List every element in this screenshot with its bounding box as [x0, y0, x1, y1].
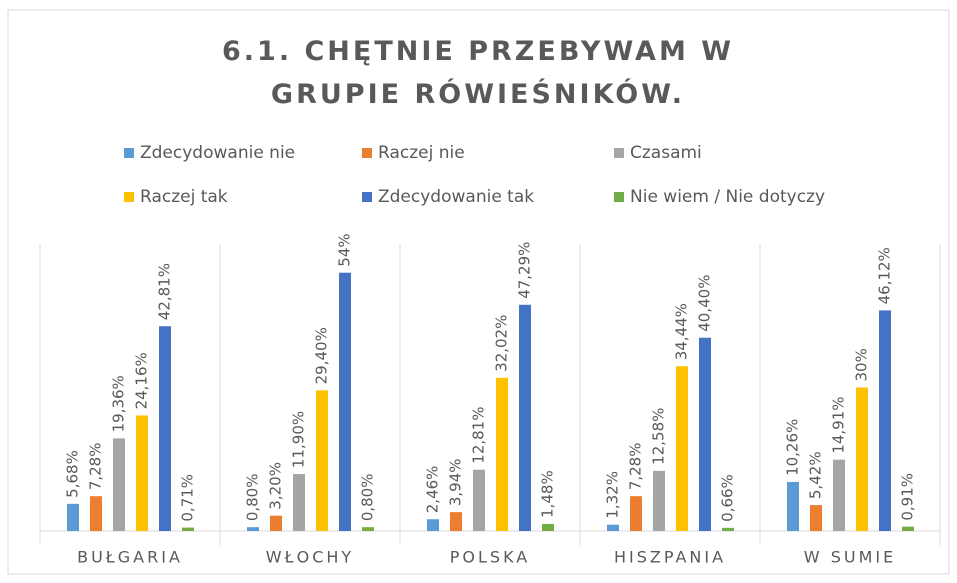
- bar: [653, 470, 665, 531]
- bar: [607, 524, 619, 531]
- bar: [450, 512, 462, 531]
- value-label: 7,28%: [627, 443, 645, 491]
- value-label: 19,36%: [110, 375, 128, 432]
- legend-swatch: [614, 192, 624, 202]
- bar: [293, 474, 305, 531]
- bar: [67, 503, 79, 531]
- value-label: 24,16%: [133, 352, 151, 409]
- bar: [247, 527, 259, 531]
- value-label: 47,29%: [516, 242, 534, 299]
- bar: [676, 366, 688, 531]
- value-label: 0,71%: [179, 474, 197, 522]
- bar: [810, 505, 822, 531]
- bar: [427, 519, 439, 531]
- bar: [159, 326, 171, 531]
- legend-label: Raczej nie: [378, 143, 465, 163]
- x-tick-label: POLSKA: [450, 548, 530, 567]
- value-label: 46,12%: [876, 247, 894, 304]
- value-label: 0,80%: [244, 474, 262, 522]
- bar: [833, 459, 845, 531]
- legend-label: Zdecydowanie tak: [378, 187, 534, 207]
- bar: [856, 387, 868, 531]
- bar: [339, 272, 351, 531]
- value-label: 7,28%: [87, 443, 105, 491]
- value-label: 11,90%: [290, 411, 308, 468]
- bar: [630, 496, 642, 531]
- x-tick-label: W SUMIE: [804, 548, 896, 567]
- bar: [113, 438, 125, 531]
- bar: [542, 523, 554, 531]
- value-label: 34,44%: [673, 303, 691, 360]
- chart-border: [7, 9, 950, 575]
- chart-title: 6.1. CHĘTNIE PRZEBYWAM W GRUPIE RÓWIEŚNI…: [221, 36, 734, 110]
- value-label: 0,80%: [359, 474, 377, 522]
- bar: [316, 390, 328, 531]
- bar: [270, 515, 282, 531]
- legend-label: Raczej tak: [140, 187, 228, 207]
- legend-swatch: [362, 148, 372, 158]
- value-label: 0,91%: [899, 473, 917, 521]
- legend-swatch: [362, 192, 372, 202]
- value-label: 5,68%: [64, 450, 82, 498]
- legend-swatch: [124, 148, 134, 158]
- value-label: 0,66%: [719, 474, 737, 522]
- bar: [902, 526, 914, 531]
- value-label: 3,94%: [447, 458, 465, 506]
- value-label: 32,02%: [493, 315, 511, 372]
- x-tick-label: BUŁGARIA: [77, 548, 183, 567]
- legend-swatch: [124, 192, 134, 202]
- legend-swatch: [614, 148, 624, 158]
- bar: [519, 304, 531, 531]
- bar: [496, 377, 508, 531]
- value-label: 40,40%: [696, 275, 714, 332]
- bar: [473, 469, 485, 531]
- value-label: 54%: [336, 233, 354, 266]
- value-label: 1,32%: [604, 471, 622, 519]
- value-label: 12,81%: [470, 407, 488, 464]
- value-label: 2,46%: [424, 466, 442, 514]
- bar: [90, 496, 102, 531]
- legend-label: Zdecydowanie nie: [140, 143, 295, 163]
- bar: [182, 527, 194, 531]
- bar: [362, 527, 374, 531]
- x-tick-label: HISZPANIA: [614, 548, 726, 567]
- bar: [136, 415, 148, 531]
- bar: [879, 310, 891, 531]
- value-label: 1,48%: [539, 470, 557, 518]
- value-label: 30%: [853, 348, 871, 381]
- bar: [699, 337, 711, 531]
- value-label: 29,40%: [313, 327, 331, 384]
- value-label: 42,81%: [156, 263, 174, 320]
- value-label: 14,91%: [830, 396, 848, 453]
- bar: [787, 481, 799, 531]
- value-label: 3,20%: [267, 462, 285, 510]
- value-label: 12,58%: [650, 408, 668, 465]
- value-label: 10,26%: [784, 419, 802, 476]
- legend-label: Nie wiem / Nie dotyczy: [630, 187, 825, 207]
- x-tick-label: WŁOCHY: [266, 548, 354, 567]
- legend-label: Czasami: [630, 143, 702, 163]
- value-label: 5,42%: [807, 451, 825, 499]
- bar: [722, 527, 734, 531]
